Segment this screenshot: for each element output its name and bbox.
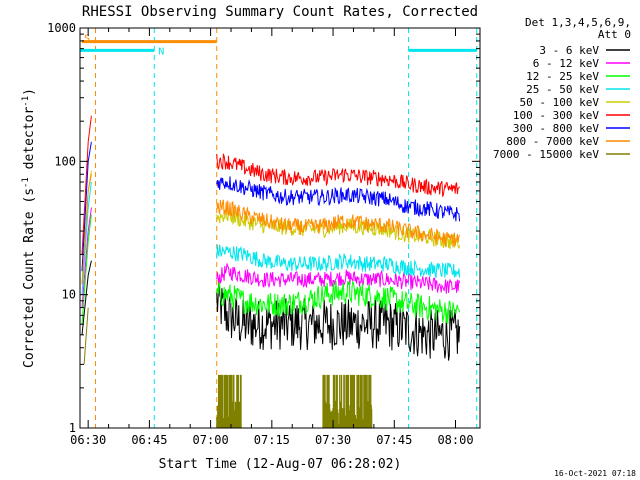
x-tick-label: 07:15 (254, 433, 290, 447)
series-early-3-6-kev (81, 260, 92, 335)
series-early-300-800-kev (81, 141, 92, 272)
y-tick-label: 1 (69, 421, 76, 435)
marker-label: N (158, 46, 164, 57)
plot-frame (79, 27, 481, 429)
legend-label-3-6-kev: 3 - 6 keV (539, 44, 599, 57)
legend-label-6-12-kev: 6 - 12 keV (533, 57, 600, 70)
x-tick-label: 06:30 (70, 433, 106, 447)
series-800-7000-kev (216, 199, 461, 248)
series-layer (81, 115, 461, 428)
legend-label-25-50-kev: 25 - 50 keV (526, 83, 599, 96)
x-tick-label: 07:30 (315, 433, 351, 447)
legend-label-7000-15000-kev: 7000 - 15000 keV (493, 148, 599, 161)
series-early-800-7000-kev (81, 174, 92, 285)
series-3-6-kev (216, 278, 461, 361)
marker-layer: SN (80, 28, 478, 428)
series-burst-7000-15000-kev (216, 374, 242, 428)
legend-label-12-25-kev: 12 - 25 keV (526, 70, 599, 83)
footer-timestamp: 16-Oct-2021 07:18 (554, 469, 636, 478)
x-tick-label: 07:45 (376, 433, 412, 447)
legend-header-att: Att 0 (598, 28, 631, 41)
x-tick-label: 08:00 (437, 433, 473, 447)
axis-layer: 06:30 06:45 07:00 07:15 07:30 07:45 08:00 1 10 10… (47, 21, 480, 447)
series-6-12-kev (216, 263, 461, 294)
series-300-800-kev (216, 176, 461, 222)
chart-title: RHESSI Observing Summary Count Rates, Co… (82, 4, 478, 20)
legend-header-det: Det 1,3,4,5,6,9, (525, 16, 631, 29)
series-early-7000-15000-kev (83, 307, 89, 365)
y-tick-label: 10 (62, 288, 76, 302)
x-tick-label: 06:45 (131, 433, 167, 447)
series-100-300-kev (216, 152, 461, 197)
x-axis-label: Start Time (12-Aug-07 06:28:02) (159, 457, 402, 472)
legend-label-100-300-kev: 100 - 300 keV (513, 109, 599, 122)
y-axis-label: Corrected Count Rate (s-1 detector-1) (21, 88, 37, 368)
series-early-100-300-kev (81, 115, 92, 255)
x-tick-label: 07:00 (193, 433, 229, 447)
marker-label: S (84, 34, 90, 45)
series-early-12-25-kev (81, 214, 92, 325)
plot-area: SN (80, 28, 478, 428)
series-burst-7000-15000-kev (322, 374, 373, 428)
series-12-25-kev (216, 280, 461, 324)
y-tick-label: 1000 (47, 21, 76, 35)
y-tick-label: 100 (54, 154, 76, 168)
series-early-25-50-kev (81, 181, 92, 295)
series-50-100-kev (216, 207, 461, 250)
series-25-50-kev (216, 244, 461, 278)
series-early-6-12-kev (81, 207, 92, 308)
legend-label-300-800-kev: 300 - 800 keV (513, 122, 599, 135)
legend-label-800-7000-kev: 800 - 7000 keV (506, 135, 599, 148)
legend-label-50-100-kev: 50 - 100 keV (520, 96, 600, 109)
